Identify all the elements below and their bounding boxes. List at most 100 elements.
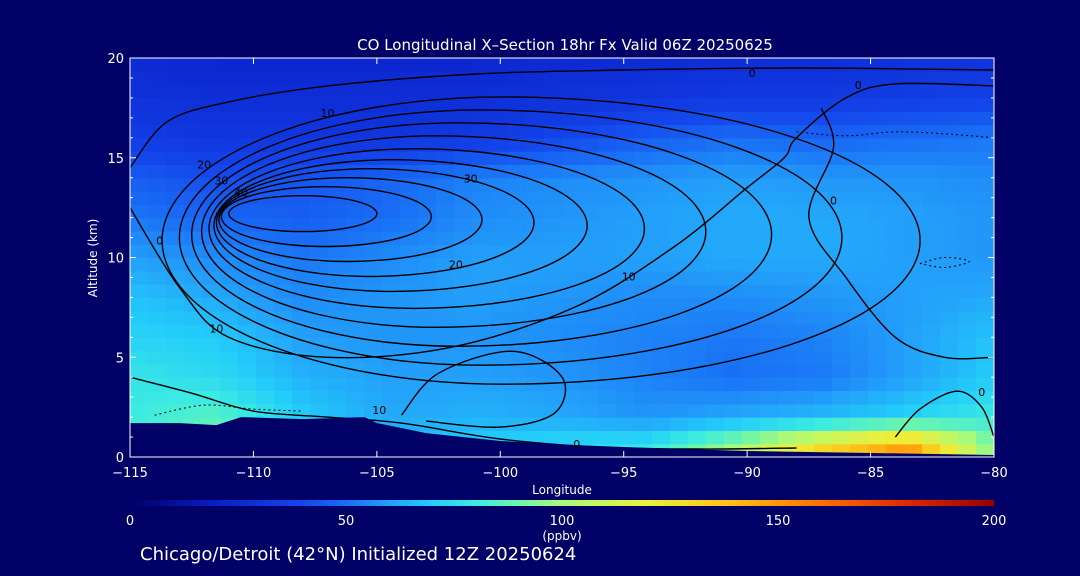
field-cell <box>850 71 869 86</box>
field-cell <box>976 257 994 272</box>
field-cell <box>526 257 545 272</box>
field-cell <box>256 324 275 338</box>
field-cell <box>760 257 779 272</box>
field-cell <box>598 71 617 86</box>
contour-label: 30 <box>464 173 478 186</box>
field-cell <box>652 324 671 338</box>
field-cell <box>400 204 419 219</box>
contour-line <box>178 109 843 366</box>
y-tick-label: 15 <box>107 152 124 167</box>
field-cell <box>652 257 671 272</box>
field-cell <box>742 111 761 126</box>
field-cell <box>688 310 707 325</box>
field-cell <box>976 217 994 232</box>
field-cell <box>526 270 545 285</box>
field-cell <box>616 204 635 219</box>
field-cell <box>616 350 635 365</box>
field-cell <box>742 124 761 139</box>
field-cell <box>166 97 185 112</box>
field-cell <box>508 244 527 259</box>
field-cell <box>292 244 311 259</box>
field-cell <box>742 430 761 445</box>
field-cell <box>706 324 725 338</box>
field-cell <box>418 71 437 86</box>
field-cell <box>922 137 941 152</box>
colorbar <box>130 500 994 506</box>
field-cell <box>652 350 671 365</box>
field-cell <box>652 297 671 312</box>
field-cell <box>652 417 671 431</box>
field-cell <box>166 124 185 139</box>
field-cell <box>940 71 959 86</box>
field-cell <box>130 71 149 86</box>
field-cell <box>814 257 833 272</box>
field-cell <box>796 191 815 205</box>
field-cell <box>976 443 994 457</box>
field-cell <box>202 337 221 352</box>
field-cell <box>490 417 509 431</box>
contour-label: 10 <box>321 107 335 120</box>
field-cell <box>886 297 905 312</box>
field-cell <box>562 363 581 378</box>
field-cell <box>976 244 994 259</box>
contour-line <box>130 82 994 359</box>
field-cell <box>778 363 797 378</box>
field-cell <box>292 337 311 352</box>
field-cell <box>922 284 941 298</box>
field-cell <box>706 151 725 165</box>
field-cell <box>652 84 671 99</box>
field-cell <box>328 297 347 312</box>
field-cell <box>562 377 581 392</box>
field-cell <box>724 377 743 392</box>
field-cell <box>580 270 599 285</box>
field-cell <box>562 71 581 86</box>
field-cell <box>364 230 383 245</box>
field-cell <box>418 124 437 139</box>
field-cell <box>688 430 707 445</box>
field-cell <box>292 204 311 219</box>
field-cell <box>616 84 635 99</box>
field-cell <box>364 137 383 152</box>
field-cell <box>508 191 527 205</box>
field-cell <box>490 84 509 99</box>
field-cell <box>382 217 401 232</box>
field-cell <box>544 350 563 365</box>
field-cell <box>688 71 707 86</box>
field-cell <box>904 217 923 232</box>
field-cell <box>184 244 203 259</box>
field-cell <box>508 230 527 245</box>
field-cell <box>382 324 401 338</box>
field-cell <box>760 377 779 392</box>
field-cell <box>544 151 563 165</box>
contour-line <box>190 122 773 348</box>
field-cell <box>760 403 779 418</box>
field-cell <box>922 244 941 259</box>
field-cell <box>670 310 689 325</box>
field-cell <box>382 350 401 365</box>
field-cell <box>760 151 779 165</box>
field-cell <box>526 164 545 179</box>
field-cell <box>562 297 581 312</box>
field-cell <box>598 297 617 312</box>
field-cell <box>220 230 239 245</box>
field-cell <box>598 217 617 232</box>
field-cell <box>436 284 455 298</box>
field-cell <box>796 270 815 285</box>
field-cell <box>850 177 869 192</box>
field-cell <box>202 377 221 392</box>
field-cell <box>562 217 581 232</box>
field-cell <box>148 151 167 165</box>
field-cell <box>904 84 923 99</box>
field-cell <box>958 297 977 312</box>
field-cell <box>796 151 815 165</box>
field-cell <box>274 230 293 245</box>
field-cell <box>328 257 347 272</box>
field-cell <box>364 204 383 219</box>
field-cell <box>382 58 401 72</box>
field-cell <box>166 58 185 72</box>
field-cell <box>202 164 221 179</box>
field-cell <box>616 111 635 126</box>
field-cell <box>616 177 635 192</box>
field-cell <box>778 191 797 205</box>
field-cell <box>544 363 563 378</box>
